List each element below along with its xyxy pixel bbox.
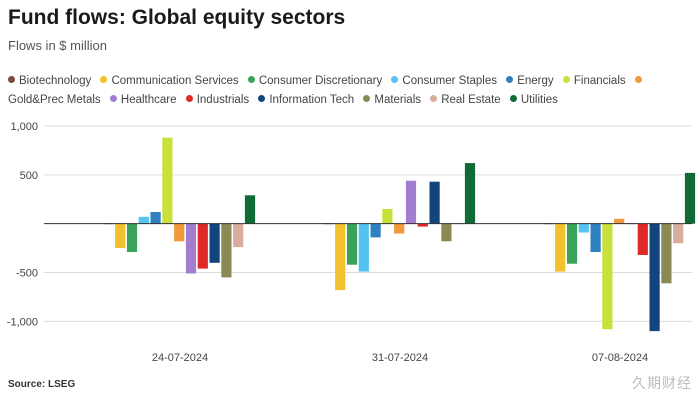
- bar: [441, 223, 452, 242]
- legend-label: Gold&Prec Metals: [8, 94, 101, 106]
- legend-label: Energy: [517, 75, 554, 87]
- legend-swatch: [363, 95, 371, 102]
- legend-item: Industrials: [180, 94, 249, 106]
- legend-item: Financials: [557, 75, 626, 87]
- bar: [602, 223, 613, 330]
- x-tick-label: 07-08-2024: [592, 352, 648, 364]
- bar: [115, 223, 126, 249]
- bar: [394, 223, 405, 234]
- legend-swatch: [258, 95, 266, 102]
- legend-label: Information Tech: [269, 94, 355, 106]
- legend-swatch: [109, 95, 117, 102]
- legend-swatch: [247, 76, 255, 83]
- bar: [661, 223, 672, 284]
- legend-item: Energy: [500, 75, 554, 87]
- legend-item: Healthcare: [104, 94, 177, 106]
- bar: [405, 180, 417, 224]
- bar: [209, 223, 220, 263]
- bar: [162, 137, 173, 224]
- bar: [370, 223, 381, 238]
- chart-title: Fund flows: Global equity sectors: [8, 6, 346, 29]
- y-tick-label: 500: [20, 170, 38, 182]
- chart-subtitle: Flows in $ million: [8, 38, 107, 53]
- bar: [346, 223, 358, 265]
- legend-item: Materials: [357, 94, 421, 106]
- legend-label: Materials: [374, 94, 422, 106]
- bar: [126, 223, 138, 252]
- legend-item: Biotechnology: [8, 75, 91, 87]
- legend-swatch: [100, 76, 108, 83]
- source-note: Source: LSEG: [8, 379, 76, 390]
- bar: [197, 223, 208, 269]
- bar: [555, 223, 566, 272]
- legend-item: Communication Services: [94, 75, 239, 87]
- bar-chart: 1,000 500 -500 -1,000 24-07-2024 31-07-2024 07…: [7, 121, 696, 364]
- bar: [221, 223, 232, 278]
- x-tick-label: 24-07-2024: [152, 352, 208, 364]
- legend-label: Consumer Staples: [402, 75, 498, 87]
- bar: [566, 223, 578, 264]
- legend-swatch: [562, 76, 570, 83]
- legend-label: Financials: [573, 75, 626, 87]
- legend-label: Consumer Discretionary: [258, 75, 383, 87]
- legend-label: Communication Services: [111, 75, 239, 87]
- y-tick-label: 1,000: [10, 121, 38, 133]
- legend-label: Biotechnology: [19, 75, 92, 87]
- legend-item: Consumer Staples: [385, 75, 497, 87]
- legend-swatch: [430, 95, 438, 102]
- bar: [464, 163, 476, 224]
- bar: [233, 223, 244, 248]
- bar: [684, 172, 696, 224]
- bar: [417, 223, 428, 227]
- legend-label: Utilities: [520, 94, 558, 106]
- legend-swatch: [185, 95, 193, 102]
- y-tick-label: -1,000: [7, 316, 38, 328]
- bar: [590, 223, 601, 252]
- legend-swatch: [634, 76, 642, 83]
- bar: [138, 216, 149, 224]
- watermark: 久期财经: [632, 375, 692, 391]
- chart-legend: Biotechnology Communication Services Con…: [8, 72, 688, 110]
- bar: [429, 181, 440, 224]
- x-tick-label: 31-07-2024: [372, 352, 428, 364]
- bar: [673, 223, 684, 244]
- bar: [649, 223, 660, 332]
- legend-label: Industrials: [196, 94, 250, 106]
- bar: [185, 223, 197, 274]
- y-tick-label: -500: [16, 268, 38, 280]
- legend-item: Real Estate: [424, 94, 501, 106]
- bar: [335, 223, 346, 291]
- legend-item: Gold&Prec Metals: [8, 75, 646, 106]
- legend-swatch: [506, 76, 514, 83]
- bar: [614, 218, 625, 224]
- bar: [358, 223, 369, 272]
- legend-item: Utilities: [504, 94, 558, 106]
- bar: [174, 223, 185, 242]
- legend-swatch: [8, 76, 15, 83]
- legend-swatch: [391, 76, 399, 83]
- legend-swatch: [509, 95, 517, 102]
- legend-item: Consumer Discretionary: [242, 75, 382, 87]
- legend-item: Information Tech: [252, 94, 354, 106]
- bar: [382, 209, 393, 224]
- bar: [150, 212, 161, 224]
- bar: [244, 195, 256, 224]
- bar: [637, 223, 648, 255]
- legend-label: Healthcare: [120, 94, 177, 106]
- bar: [578, 223, 589, 233]
- legend-label: Real Estate: [441, 94, 501, 106]
